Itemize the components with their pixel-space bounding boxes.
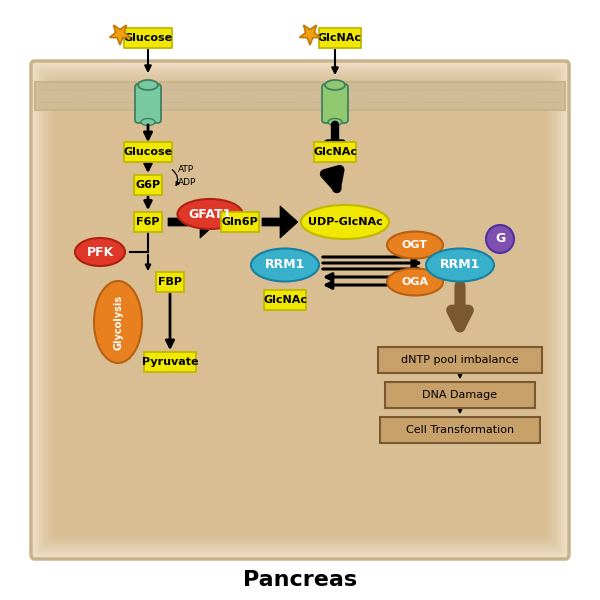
Text: DNA Damage: DNA Damage bbox=[422, 390, 497, 400]
FancyBboxPatch shape bbox=[319, 28, 361, 48]
Ellipse shape bbox=[251, 248, 319, 281]
Ellipse shape bbox=[75, 238, 125, 266]
Text: dNTP pool imbalance: dNTP pool imbalance bbox=[401, 355, 519, 365]
Text: Cell Transformation: Cell Transformation bbox=[406, 425, 514, 435]
Text: ATP: ATP bbox=[178, 165, 194, 174]
Text: GlcNAc: GlcNAc bbox=[313, 147, 357, 157]
Text: Glucose: Glucose bbox=[124, 147, 173, 157]
Text: OGA: OGA bbox=[401, 277, 428, 287]
FancyBboxPatch shape bbox=[264, 290, 306, 310]
Polygon shape bbox=[168, 206, 218, 238]
FancyBboxPatch shape bbox=[157, 272, 184, 292]
FancyBboxPatch shape bbox=[134, 175, 161, 195]
Text: Pyruvate: Pyruvate bbox=[142, 357, 198, 367]
Polygon shape bbox=[262, 206, 298, 238]
FancyBboxPatch shape bbox=[385, 382, 535, 408]
Text: GFAT1: GFAT1 bbox=[188, 208, 232, 220]
Ellipse shape bbox=[94, 281, 142, 363]
Polygon shape bbox=[299, 25, 320, 45]
Ellipse shape bbox=[138, 80, 158, 90]
Text: FBP: FBP bbox=[158, 277, 182, 287]
Text: Gln6P: Gln6P bbox=[221, 217, 259, 227]
Text: GlcNAc: GlcNAc bbox=[318, 33, 362, 43]
Text: G6P: G6P bbox=[136, 180, 161, 190]
FancyBboxPatch shape bbox=[380, 417, 540, 443]
Text: F6P: F6P bbox=[136, 217, 160, 227]
Circle shape bbox=[486, 225, 514, 253]
Text: G: G bbox=[495, 232, 505, 245]
FancyBboxPatch shape bbox=[314, 142, 356, 162]
FancyBboxPatch shape bbox=[144, 352, 196, 372]
FancyBboxPatch shape bbox=[135, 84, 161, 123]
Text: OGT: OGT bbox=[402, 240, 428, 250]
Text: Pancreas: Pancreas bbox=[243, 570, 357, 590]
Text: ADP: ADP bbox=[178, 178, 196, 187]
FancyBboxPatch shape bbox=[221, 212, 259, 232]
Text: UDP-GlcNAc: UDP-GlcNAc bbox=[308, 217, 382, 227]
Text: PFK: PFK bbox=[86, 245, 113, 259]
Ellipse shape bbox=[426, 248, 494, 281]
Polygon shape bbox=[110, 25, 130, 45]
Text: RRM1: RRM1 bbox=[440, 259, 480, 271]
Text: Glucose: Glucose bbox=[124, 33, 173, 43]
Ellipse shape bbox=[387, 269, 443, 295]
Ellipse shape bbox=[301, 205, 389, 239]
FancyBboxPatch shape bbox=[378, 347, 542, 373]
Bar bbox=[35, 82, 565, 110]
Text: RRM1: RRM1 bbox=[265, 259, 305, 271]
FancyBboxPatch shape bbox=[134, 212, 161, 232]
FancyBboxPatch shape bbox=[124, 28, 172, 48]
Ellipse shape bbox=[387, 232, 443, 259]
Ellipse shape bbox=[328, 118, 342, 125]
Text: GlcNAc: GlcNAc bbox=[263, 295, 307, 305]
Ellipse shape bbox=[141, 118, 155, 125]
Text: Glycolysis: Glycolysis bbox=[113, 295, 123, 350]
Ellipse shape bbox=[178, 199, 242, 229]
FancyBboxPatch shape bbox=[322, 84, 348, 123]
Ellipse shape bbox=[325, 80, 345, 90]
FancyBboxPatch shape bbox=[31, 61, 569, 559]
FancyBboxPatch shape bbox=[124, 142, 172, 162]
